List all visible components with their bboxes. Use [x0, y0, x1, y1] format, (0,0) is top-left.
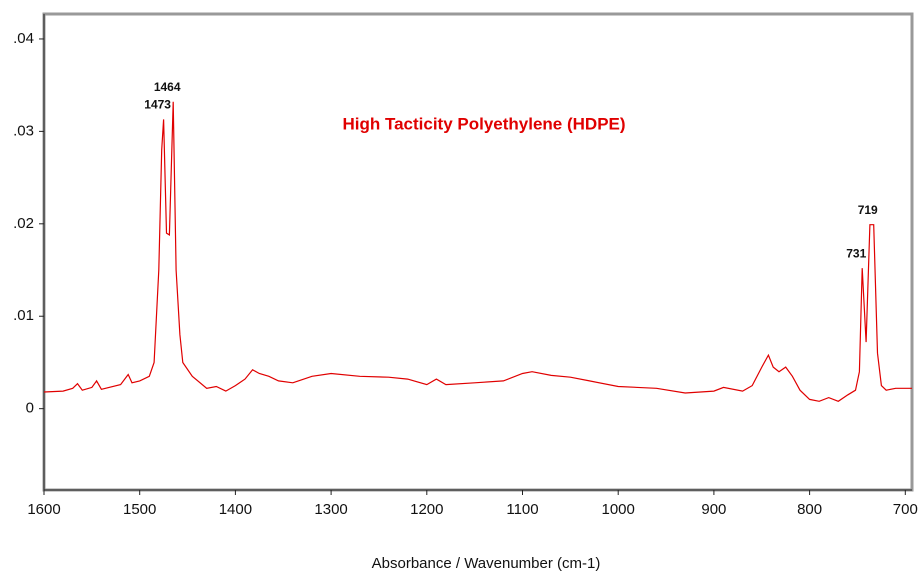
peak-label: 719	[858, 203, 878, 217]
x-tick-label: 1500	[123, 501, 156, 518]
x-tick-label: 700	[893, 501, 918, 518]
y-tick-label: .03	[13, 122, 34, 139]
chart-title: High Tacticity Polyethylene (HDPE)	[342, 114, 625, 133]
y-tick-label: .01	[13, 307, 34, 324]
x-tick-label: 1200	[410, 501, 443, 518]
y-tick-label: 0	[26, 400, 34, 417]
y-tick-label: .02	[13, 215, 34, 232]
x-tick-label: 1600	[27, 501, 60, 518]
x-axis-label: Absorbance / Wavenumber (cm-1)	[372, 555, 601, 572]
spectrum-line	[43, 101, 912, 402]
x-tick-label: 900	[701, 501, 726, 518]
x-tick-label: 1300	[314, 501, 347, 518]
x-tick-label: 1100	[506, 501, 538, 518]
x-tick-label: 800	[797, 501, 822, 518]
x-tick-label: 1000	[602, 501, 635, 518]
peak-label: 1464	[154, 80, 181, 94]
x-tick-label: 1400	[219, 501, 252, 518]
y-tick-label: .04	[13, 30, 34, 47]
peak-label: 1473	[144, 98, 171, 112]
peak-label: 731	[846, 246, 866, 260]
